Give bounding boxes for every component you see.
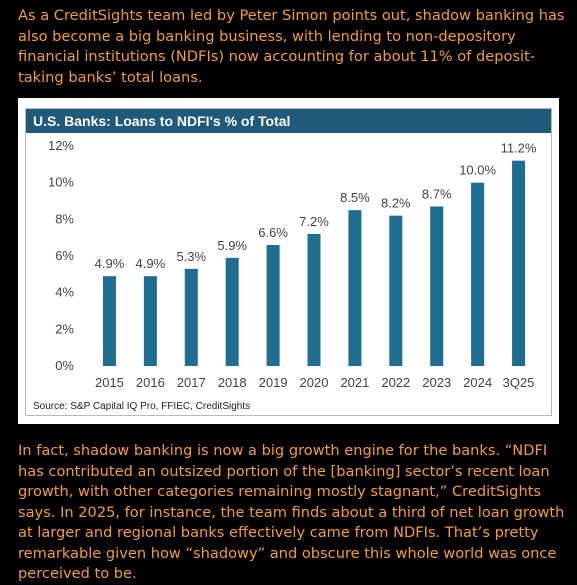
x-tick-label: 2019 bbox=[259, 375, 288, 390]
y-tick-label: 6% bbox=[55, 248, 74, 263]
chart-source: Source: S&P Capital IQ Pro, FFIEC, Credi… bbox=[33, 401, 251, 412]
data-label: 5.9% bbox=[217, 238, 247, 253]
y-tick-label: 10% bbox=[48, 175, 74, 190]
data-label: 6.6% bbox=[258, 225, 288, 240]
bar bbox=[389, 215, 403, 366]
x-tick-label: 2021 bbox=[340, 375, 369, 390]
y-tick-label: 12% bbox=[48, 138, 74, 153]
data-label: 8.2% bbox=[381, 196, 411, 211]
chart-frame: U.S. Banks: Loans to NDFI's % of Total 0… bbox=[25, 108, 552, 416]
data-label: 8.5% bbox=[340, 190, 370, 205]
intro-paragraph: As a CreditSights team led by Peter Simo… bbox=[18, 7, 565, 86]
bar bbox=[184, 268, 198, 366]
bar bbox=[512, 160, 526, 366]
data-label: 10.0% bbox=[459, 163, 496, 178]
x-tick-label: 2015 bbox=[95, 375, 124, 390]
x-tick-label: 2016 bbox=[136, 375, 165, 390]
x-tick-label: 2017 bbox=[177, 375, 206, 390]
bar bbox=[348, 210, 362, 366]
y-tick-label: 0% bbox=[55, 358, 74, 373]
bar bbox=[266, 245, 280, 366]
data-label: 4.9% bbox=[136, 256, 166, 271]
bar bbox=[307, 234, 321, 366]
bar bbox=[471, 182, 485, 366]
bar bbox=[225, 257, 239, 366]
bar bbox=[143, 276, 157, 366]
data-label: 11.2% bbox=[501, 141, 537, 156]
bar bbox=[430, 206, 444, 366]
y-tick-label: 2% bbox=[55, 321, 74, 336]
data-label: 4.9% bbox=[95, 256, 125, 271]
data-label: 8.7% bbox=[422, 187, 452, 202]
bar bbox=[102, 276, 116, 366]
x-tick-label: 2018 bbox=[218, 375, 247, 390]
x-tick-label: 2023 bbox=[422, 375, 451, 390]
data-label: 7.2% bbox=[299, 214, 329, 229]
x-tick-label: 2022 bbox=[381, 375, 410, 390]
y-tick-label: 8% bbox=[55, 211, 74, 226]
data-label: 5.3% bbox=[176, 249, 206, 264]
x-tick-label: 3Q25 bbox=[503, 375, 535, 390]
y-tick-label: 4% bbox=[55, 285, 74, 300]
chart-card: U.S. Banks: Loans to NDFI's % of Total 0… bbox=[18, 98, 559, 424]
x-tick-label: 2020 bbox=[300, 375, 329, 390]
body-paragraph: In fact, shadow banking is now a big gro… bbox=[18, 442, 565, 582]
bar-chart: 0% 2% 4% 6% 8% 10% 12% 4.9% 2015 4.9% 2016 5.3% 2017… bbox=[48, 138, 537, 390]
chart-title: U.S. Banks: Loans to NDFI's % of Total bbox=[26, 109, 551, 133]
x-tick-label: 2024 bbox=[463, 375, 492, 390]
